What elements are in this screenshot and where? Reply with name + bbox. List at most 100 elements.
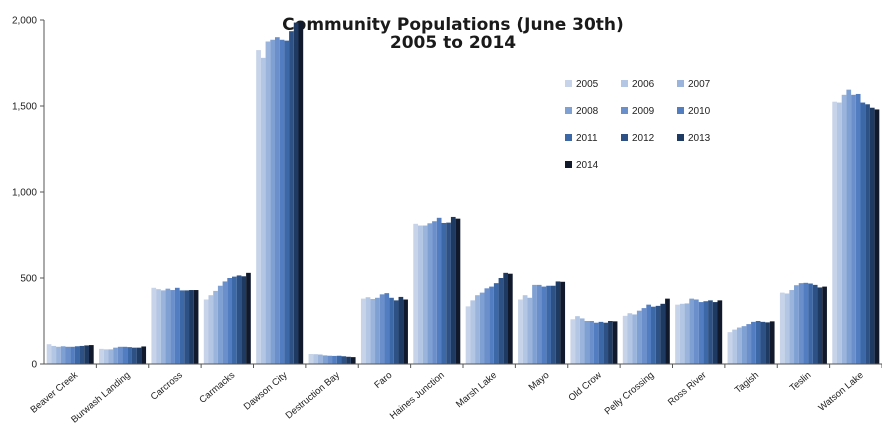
bar — [789, 290, 795, 364]
bar — [779, 292, 785, 364]
bar — [136, 347, 142, 364]
bar — [470, 300, 476, 364]
x-tick-label: Destruction Bay — [284, 370, 343, 422]
bar — [822, 286, 827, 364]
bar — [403, 299, 408, 364]
bar — [88, 345, 94, 364]
bar — [865, 104, 870, 364]
bar — [598, 321, 604, 364]
bar — [560, 281, 566, 364]
bar — [869, 107, 875, 364]
bar — [308, 354, 314, 364]
bar — [874, 109, 880, 364]
bar — [541, 286, 547, 364]
bar — [532, 284, 537, 364]
bar — [579, 318, 585, 364]
bar — [507, 273, 513, 364]
legend-swatch — [677, 80, 684, 87]
bar — [79, 345, 85, 364]
legend-item: 2013 — [677, 133, 711, 144]
bar — [632, 314, 637, 364]
y-tick-label: 1,000 — [12, 188, 37, 199]
bar — [227, 278, 233, 364]
bar — [693, 299, 699, 364]
bar — [156, 289, 161, 364]
bar — [655, 305, 661, 364]
x-tick-label: Carcross — [149, 370, 185, 403]
bar — [375, 297, 380, 364]
bar-group — [518, 281, 566, 364]
bar — [503, 272, 508, 364]
y-tick-label: 1,500 — [12, 102, 37, 113]
bar — [274, 37, 280, 364]
bar — [350, 357, 356, 364]
bar — [70, 346, 75, 364]
bar — [732, 329, 737, 364]
x-tick-label: Dawson City — [242, 370, 290, 413]
legend-swatch — [677, 107, 684, 114]
bar — [808, 283, 813, 364]
bar-group — [832, 89, 880, 365]
bar — [527, 297, 533, 364]
bar-group — [727, 321, 775, 364]
bar — [589, 321, 594, 364]
bar — [798, 283, 804, 364]
bar-group — [570, 316, 618, 364]
bar — [755, 321, 761, 364]
bar — [432, 221, 437, 364]
bar — [179, 290, 185, 364]
bar — [608, 321, 613, 364]
bar — [860, 102, 866, 364]
bar — [398, 296, 404, 364]
legend-item: 2010 — [677, 106, 711, 117]
bar — [522, 295, 528, 364]
x-tick-label: Marsh Lake — [454, 370, 499, 410]
bar — [365, 297, 371, 364]
bar — [127, 347, 132, 364]
x-tick-label: Watson Lake — [816, 370, 865, 414]
bar — [393, 300, 399, 364]
bar — [584, 321, 590, 364]
bar — [418, 225, 423, 364]
bar — [479, 292, 485, 364]
bar-group — [46, 344, 94, 364]
bar — [384, 293, 390, 364]
legend-swatch — [677, 134, 684, 141]
chart-title: Community Populations (June 30th) — [282, 15, 624, 35]
bar — [698, 302, 704, 364]
legend-swatch — [565, 80, 572, 87]
bar-group — [256, 20, 304, 365]
legend-item: 2008 — [565, 106, 599, 117]
bar — [99, 348, 104, 364]
legend-swatch — [565, 134, 572, 141]
bar — [232, 276, 237, 364]
bar — [465, 306, 471, 364]
legend-item: 2012 — [621, 133, 655, 144]
legend-label: 2008 — [576, 106, 599, 117]
bar — [184, 290, 190, 364]
legend-label: 2010 — [688, 106, 711, 117]
bar — [493, 283, 499, 364]
bar — [812, 284, 818, 364]
bar-group — [99, 346, 147, 364]
bar — [113, 347, 118, 364]
bar — [612, 321, 618, 364]
x-tick-label: Teslin — [788, 370, 814, 394]
legend-item: 2005 — [565, 79, 599, 90]
bar — [279, 39, 285, 364]
bar — [446, 222, 451, 364]
bar — [246, 272, 251, 364]
bar — [336, 355, 342, 364]
bar — [60, 346, 66, 364]
bar — [603, 322, 609, 364]
bar — [703, 301, 709, 364]
bar — [332, 355, 337, 364]
chart-subtitle: 2005 to 2014 — [390, 33, 516, 53]
bar — [484, 288, 490, 364]
bar — [103, 349, 109, 364]
bar — [455, 218, 461, 364]
bar — [213, 290, 218, 364]
bar — [341, 356, 347, 364]
